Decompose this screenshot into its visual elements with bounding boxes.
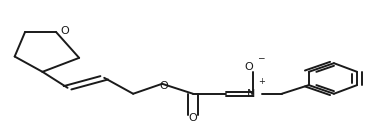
Text: +: +: [258, 77, 265, 86]
Text: O: O: [60, 26, 69, 36]
Text: −: −: [257, 53, 264, 62]
Text: O: O: [160, 81, 168, 91]
Text: O: O: [189, 113, 197, 123]
Text: O: O: [245, 62, 253, 72]
Text: N: N: [247, 89, 255, 99]
